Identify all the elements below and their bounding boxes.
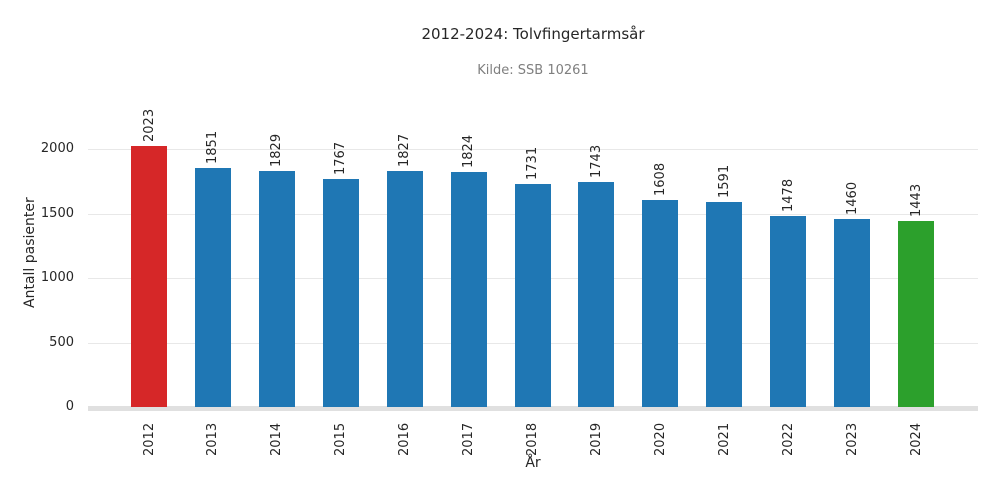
- bar-value-label-2021: 1591: [716, 164, 732, 198]
- x-tick-label-2019: 2019: [588, 422, 604, 456]
- bar-2020: [642, 200, 679, 407]
- bar-value-label-2015: 1767: [333, 141, 349, 175]
- x-tick-label-2023: 2023: [844, 422, 860, 456]
- bar-value-label-2012: 2023: [141, 108, 157, 142]
- x-tick-label-2022: 2022: [780, 422, 796, 456]
- x-tick-label-2024: 2024: [908, 422, 924, 456]
- bar-2016: [386, 171, 423, 407]
- x-tick-label-2018: 2018: [525, 422, 541, 456]
- bar-value-label-2024: 1443: [908, 183, 924, 217]
- chart-subtitle: Kilde: SSB 10261: [477, 63, 589, 78]
- bar-2015: [322, 179, 359, 407]
- bar-value-label-2013: 1851: [205, 130, 221, 164]
- y-tick-label-1500: 1500: [40, 205, 74, 221]
- gridline-2000: [88, 149, 978, 150]
- x-tick-label-2017: 2017: [461, 422, 477, 456]
- bar-2012: [131, 146, 167, 407]
- bar-value-label-2022: 1478: [780, 178, 796, 212]
- y-tick-label-500: 500: [49, 334, 74, 350]
- bar-2017: [450, 172, 487, 407]
- x-tick-label-2014: 2014: [269, 422, 285, 456]
- bar-value-label-2020: 1608: [652, 162, 668, 196]
- y-tick-label-1000: 1000: [40, 270, 74, 285]
- x-axis-label: År: [525, 455, 541, 471]
- chart-title: 2012-2024: Tolvfingertarmsår: [421, 25, 645, 43]
- x-axis-line: [88, 406, 978, 411]
- y-tick-label-0: 0: [65, 399, 74, 414]
- bar-2021: [706, 202, 743, 407]
- x-tick-label-2015: 2015: [333, 422, 349, 456]
- bar-value-label-2018: 1731: [525, 146, 541, 180]
- bar-2022: [770, 216, 807, 407]
- x-tick-label-2013: 2013: [205, 422, 221, 456]
- x-tick-label-2021: 2021: [716, 422, 732, 456]
- plot-area: 0 500 1000 1500 2000 2023 2012 1851 2013 1829 2014…: [41, 0, 978, 500]
- y-tick-label-2000: 2000: [40, 141, 74, 156]
- bar-2013: [194, 168, 231, 407]
- x-tick-label-2016: 2016: [397, 422, 413, 456]
- bar-2024: [898, 221, 935, 407]
- bar-value-label-2017: 1824: [461, 134, 477, 168]
- x-tick-label-2020: 2020: [652, 422, 668, 456]
- bar-value-label-2019: 1743: [588, 144, 604, 178]
- bar-2018: [514, 184, 551, 407]
- bar-value-label-2016: 1827: [397, 133, 413, 167]
- x-tick-label-2012: 2012: [141, 422, 157, 456]
- bar-2023: [834, 219, 871, 407]
- bar-2019: [578, 182, 615, 407]
- bar-2014: [258, 171, 295, 407]
- bar-value-label-2014: 1829: [269, 133, 285, 167]
- bar-value-label-2023: 1460: [844, 181, 860, 215]
